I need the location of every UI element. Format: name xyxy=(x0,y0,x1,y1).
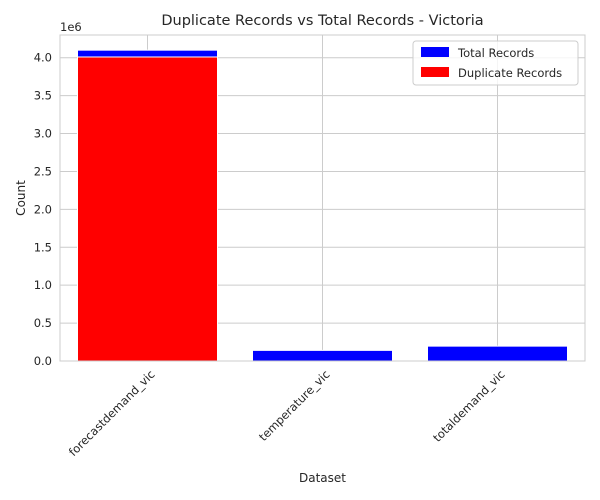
legend-swatch-duplicate-records xyxy=(421,67,449,77)
chart-title: Duplicate Records vs Total Records - Vic… xyxy=(161,13,483,29)
y-tick-label: 1.5 xyxy=(34,240,52,254)
x-axis-label: Dataset xyxy=(299,471,346,485)
x-tick-labels: forecastdemand_vic temperature_vic totalde… xyxy=(66,367,508,459)
y-tick-label: 3.0 xyxy=(34,127,52,141)
bar-total-records-temperature_vic xyxy=(252,349,393,362)
y-tick-labels: 0.0 0.5 1.0 1.5 2.0 2.5 3.0 3.5 4.0 xyxy=(34,51,52,368)
legend-label-duplicate-records: Duplicate Records xyxy=(458,66,562,80)
x-tick-label: forecastdemand_vic xyxy=(66,367,158,459)
y-tick-label: 4.0 xyxy=(34,51,52,65)
legend-swatch-total-records xyxy=(421,47,449,57)
bar-total-records-totaldemand_vic xyxy=(427,345,568,362)
legend: Total Records Duplicate Records xyxy=(412,40,579,86)
y-tick-label: 0.0 xyxy=(34,354,52,368)
x-tick-label: totaldemand_vic xyxy=(430,367,507,444)
y-tick-label: 0.5 xyxy=(34,316,52,330)
y-offset-text: 1e6 xyxy=(60,20,82,34)
legend-label-total-records: Total Records xyxy=(457,46,534,60)
x-tick-label: temperature_vic xyxy=(256,367,333,444)
plot-frame xyxy=(59,34,586,362)
bar-duplicate-records-forecastdemand_vic xyxy=(77,56,218,362)
y-tick-label: 3.5 xyxy=(34,89,52,103)
bars xyxy=(77,49,568,362)
y-tick-label: 1.0 xyxy=(34,278,52,292)
y-tick-label: 2.0 xyxy=(34,202,52,216)
y-axis-label: Count xyxy=(14,180,28,216)
legend-box xyxy=(412,40,579,86)
y-tick-label: 2.5 xyxy=(34,164,52,178)
